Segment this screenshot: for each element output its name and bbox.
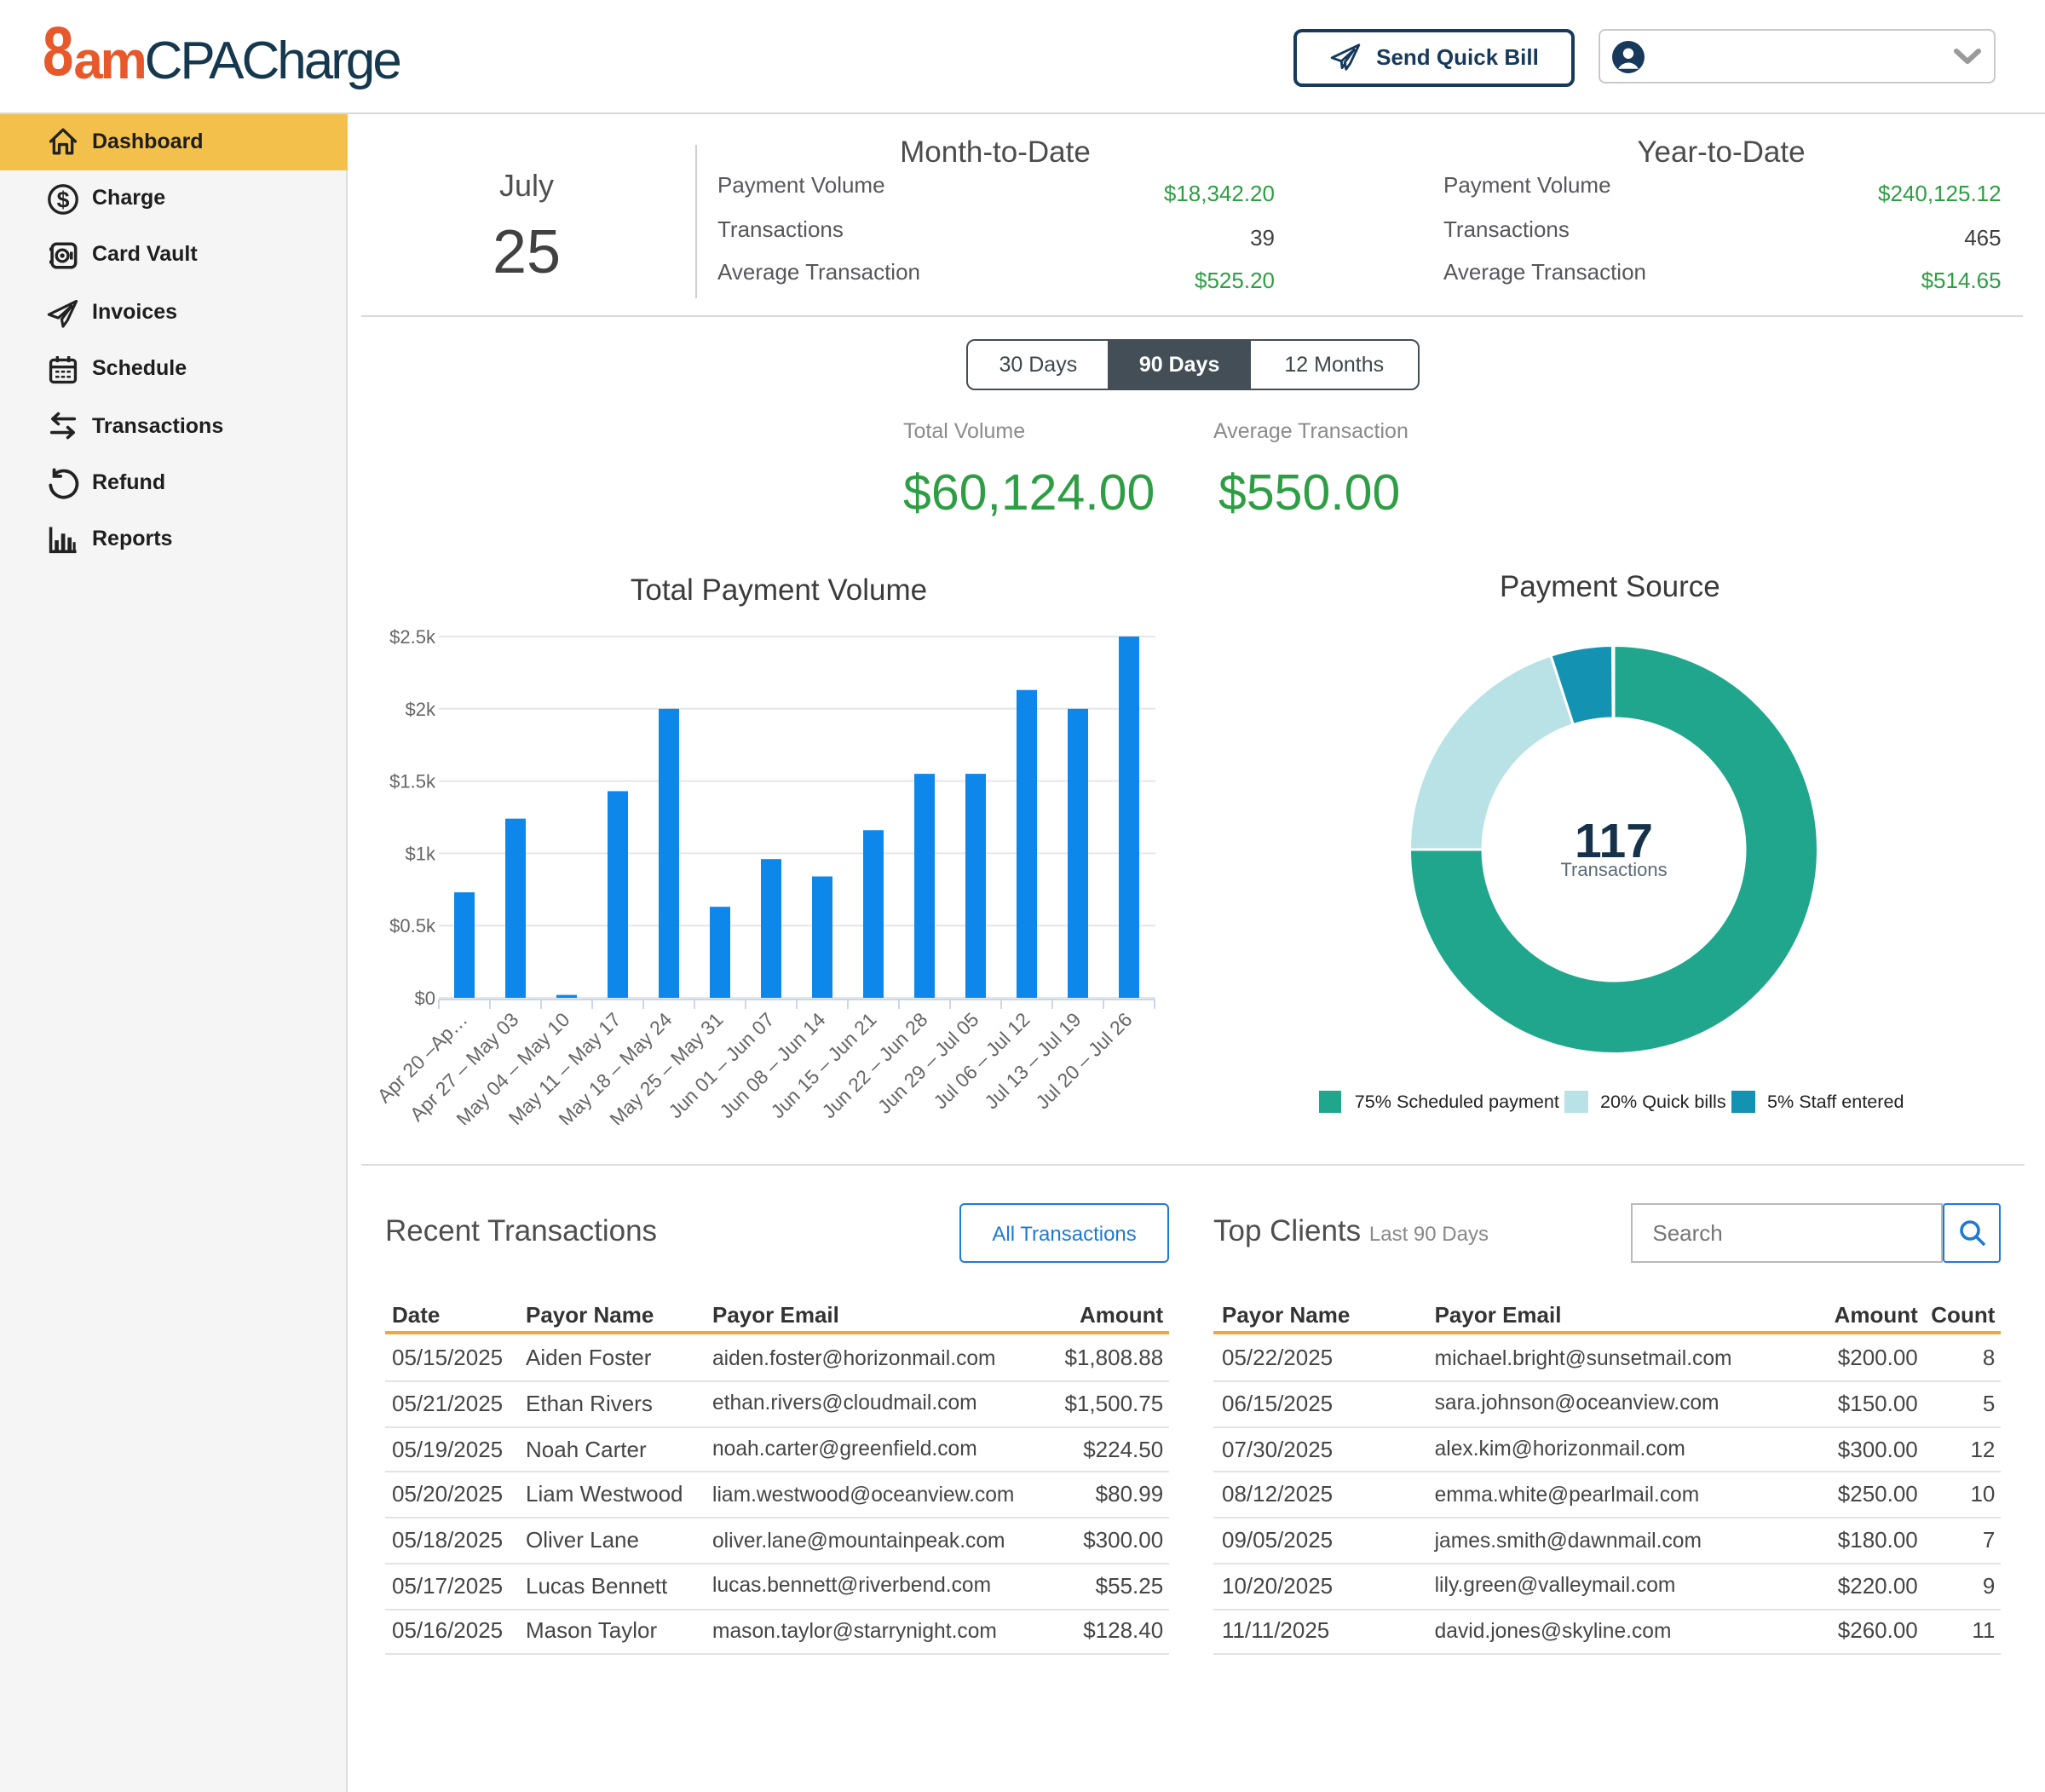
svg-text:$1.5k: $1.5k (389, 771, 436, 792)
svg-text:$2k: $2k (406, 699, 436, 720)
svg-text:$: $ (56, 187, 69, 212)
svg-text:$0.5k: $0.5k (389, 915, 436, 936)
svg-text:$2.5k: $2.5k (389, 626, 436, 648)
svg-text:$0: $0 (415, 988, 435, 1009)
svg-text:$1k: $1k (406, 843, 436, 864)
